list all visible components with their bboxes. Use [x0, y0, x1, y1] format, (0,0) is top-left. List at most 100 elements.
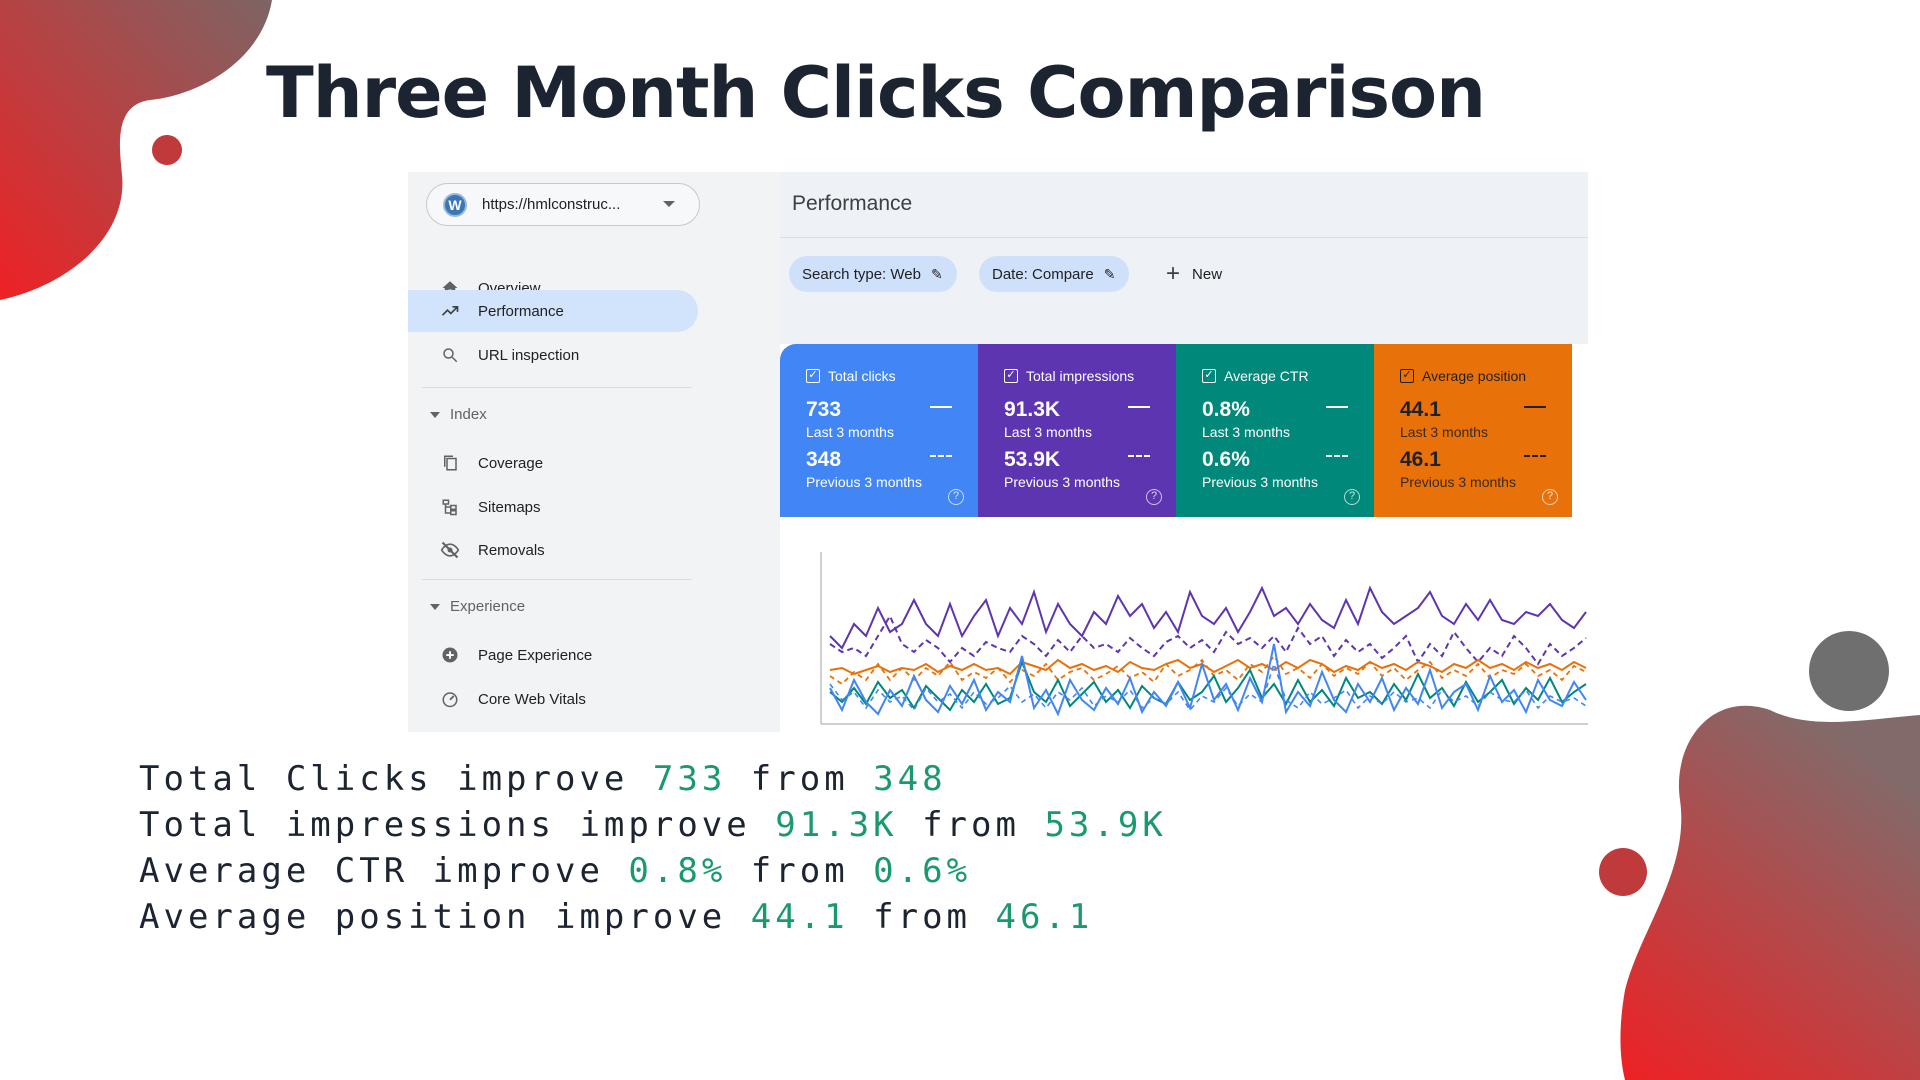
file-copy-icon: [440, 453, 460, 473]
summary-from: from: [922, 805, 1020, 845]
sidebar-item-removals[interactable]: Removals: [408, 529, 698, 571]
metric-card-total-impressions[interactable]: ✓ Total impressions 91.3K Last 3 months 5…: [978, 344, 1176, 517]
top-left-blob: [0, 0, 272, 300]
filter-chip-label: Date: Compare: [992, 265, 1094, 283]
current-value: 44.1: [1400, 398, 1441, 421]
sidebar-item-page-experience[interactable]: Page Experience: [408, 634, 698, 676]
current-value: 0.8%: [1202, 398, 1250, 421]
summary-line-impressions: Total impressions improve 91.3K from 53.…: [139, 802, 1167, 848]
caret-down-icon: [430, 411, 440, 418]
checkbox-icon[interactable]: ✓: [806, 369, 820, 383]
current-period-label: Last 3 months: [1202, 424, 1290, 440]
sidebar-item-label: Core Web Vitals: [478, 690, 586, 708]
previous-value: 348: [806, 448, 842, 471]
dashed-line-legend: [930, 455, 952, 457]
previous-period-label: Previous 3 months: [1004, 474, 1120, 490]
summary-text: Average position improve: [139, 897, 727, 937]
summary-new-value: 91.3K: [775, 805, 898, 845]
help-icon[interactable]: ?: [1344, 489, 1360, 505]
current-period-label: Last 3 months: [1004, 424, 1092, 440]
sidebar-item-performance[interactable]: Performance: [408, 290, 698, 332]
metric-label: Total impressions: [1026, 368, 1135, 384]
summary-old-value: 46.1: [995, 897, 1094, 937]
summary-text: Total impressions improve: [139, 805, 751, 845]
dashed-line-legend: [1524, 455, 1546, 457]
property-selector[interactable]: W https://hmlconstruc...: [426, 183, 700, 226]
gauge-icon: [440, 689, 460, 709]
solid-line-legend: [930, 406, 952, 408]
current-period-label: Last 3 months: [1400, 424, 1488, 440]
filter-chip-search-type[interactable]: Search type: Web ✎: [789, 256, 957, 292]
new-filter-label: New: [1192, 265, 1223, 283]
summary-old-value: 53.9K: [1044, 805, 1167, 845]
metric-card-average-ctr[interactable]: ✓ Average CTR 0.8% Last 3 months 0.6% Pre…: [1176, 344, 1374, 517]
checkbox-icon[interactable]: ✓: [1400, 369, 1414, 383]
summary-line-ctr: Average CTR improve 0.8% from 0.6%: [139, 848, 1167, 894]
clicks-previous-line: [829, 661, 1587, 712]
summary-from: from: [750, 759, 849, 799]
main-panel: Performance Search type: Web ✎ Date: Com…: [780, 172, 1588, 732]
summary-text: Average CTR improve: [139, 851, 604, 891]
current-value: 91.3K: [1004, 398, 1061, 421]
summary-list: Total Clicks improve 733 from 348 Total …: [139, 756, 1167, 940]
sidebar-item-url-inspection[interactable]: URL inspection: [408, 334, 698, 376]
summary-text: Total Clicks improve: [139, 759, 629, 799]
previous-period-label: Previous 3 months: [1202, 474, 1318, 490]
metric-label: Total clicks: [828, 368, 896, 384]
summary-new-value: 44.1: [750, 897, 849, 937]
header-divider: [780, 237, 1588, 238]
plus-icon: +: [1166, 260, 1181, 287]
section-heading: Index: [450, 406, 487, 423]
current-value: 733: [806, 398, 842, 421]
metric-card-average-position[interactable]: ✓ Average position 44.1 Last 3 months 46.…: [1374, 344, 1572, 517]
eye-off-icon: [440, 540, 460, 560]
summary-new-value: 0.8%: [628, 851, 727, 891]
sidebar-item-label: URL inspection: [478, 346, 580, 364]
right-gray-dot: [1809, 631, 1889, 711]
impressions-previous-line: [829, 613, 1587, 666]
current-period-label: Last 3 months: [806, 424, 894, 440]
slide-title: Three Month Clicks Comparison: [266, 52, 1486, 134]
metric-label: Average CTR: [1224, 368, 1309, 384]
pencil-icon[interactable]: ✎: [1103, 265, 1116, 282]
summary-old-value: 348: [873, 759, 947, 799]
section-index[interactable]: Index: [430, 406, 487, 423]
trending-up-icon: [440, 301, 460, 321]
metric-card-total-clicks[interactable]: ✓ Total clicks 733 Last 3 months 348 Prev…: [780, 344, 978, 517]
sidebar-item-sitemaps[interactable]: Sitemaps: [408, 486, 698, 528]
sidebar-divider: [422, 387, 692, 388]
help-icon[interactable]: ?: [1146, 489, 1162, 505]
sitemap-icon: [440, 497, 460, 517]
search-console-screenshot: W https://hmlconstruc... Overview Perfor…: [408, 172, 1588, 732]
filter-chip-date[interactable]: Date: Compare ✎: [979, 256, 1130, 292]
section-heading: Experience: [450, 598, 526, 615]
help-icon[interactable]: ?: [948, 489, 964, 505]
section-experience[interactable]: Experience: [430, 598, 525, 615]
sidebar-item-coverage[interactable]: Coverage: [408, 442, 698, 484]
sidebar-item-label: Page Experience: [478, 646, 593, 664]
new-filter-button[interactable]: + New: [1166, 256, 1222, 292]
sidebar-item-label: Removals: [478, 541, 545, 559]
checkbox-icon[interactable]: ✓: [1202, 369, 1216, 383]
caret-down-icon[interactable]: [663, 201, 675, 207]
pencil-icon[interactable]: ✎: [930, 265, 943, 282]
top-left-dot: [152, 135, 182, 165]
property-url: https://hmlconstruc...: [482, 196, 621, 213]
previous-value: 53.9K: [1004, 448, 1061, 471]
metric-label: Average position: [1422, 368, 1527, 384]
help-icon[interactable]: ?: [1542, 489, 1558, 505]
checkbox-icon[interactable]: ✓: [1004, 369, 1018, 383]
sidebar-item-core-web-vitals[interactable]: Core Web Vitals: [408, 678, 698, 720]
dashed-line-legend: [1326, 455, 1348, 457]
sidebar-divider: [422, 579, 692, 580]
previous-period-label: Previous 3 months: [1400, 474, 1516, 490]
caret-down-icon: [430, 603, 440, 610]
search-icon: [440, 345, 460, 365]
performance-chart: [820, 552, 1588, 725]
summary-new-value: 733: [652, 759, 727, 799]
previous-value: 0.6%: [1202, 448, 1250, 471]
sidebar-item-label: Sitemaps: [478, 498, 541, 516]
summary-line-clicks: Total Clicks improve 733 from 348: [139, 756, 1167, 802]
impressions-current-line: [829, 585, 1587, 650]
